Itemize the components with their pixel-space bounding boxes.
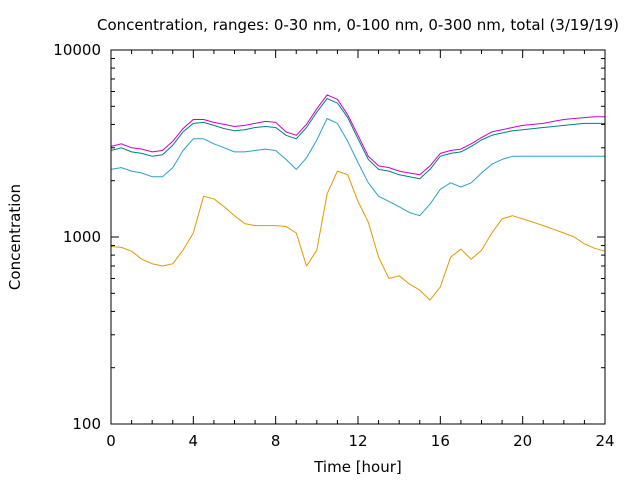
x-tick-label: 12: [348, 432, 367, 450]
y-tick-label: 100: [72, 415, 101, 433]
x-tick-label: 8: [271, 432, 281, 450]
axis-tick-labels: 0 4 8 12 16 20 24 100 1000 10000: [53, 41, 614, 450]
y-axis-label: Concentration: [6, 184, 24, 290]
plot-lines: [110, 94, 606, 301]
x-tick-label: 16: [431, 432, 450, 450]
x-tick-label: 4: [189, 432, 199, 450]
x-tick-label: 0: [106, 432, 116, 450]
x-tick-label: 20: [513, 432, 532, 450]
chart-title: Concentration, ranges: 0-30 nm, 0-100 nm…: [97, 16, 619, 34]
series-line-1: [110, 94, 605, 176]
plot-frame: [110, 49, 606, 425]
x-axis-label: Time [hour]: [313, 458, 402, 476]
x-tick-label: 24: [595, 432, 614, 450]
y-tick-label: 10000: [53, 41, 101, 59]
axis-ticks: [110, 49, 606, 425]
series-line-3: [110, 118, 605, 217]
y-tick-label: 1000: [63, 228, 101, 246]
series-line-2: [110, 98, 605, 180]
series-line-4: [110, 170, 606, 301]
